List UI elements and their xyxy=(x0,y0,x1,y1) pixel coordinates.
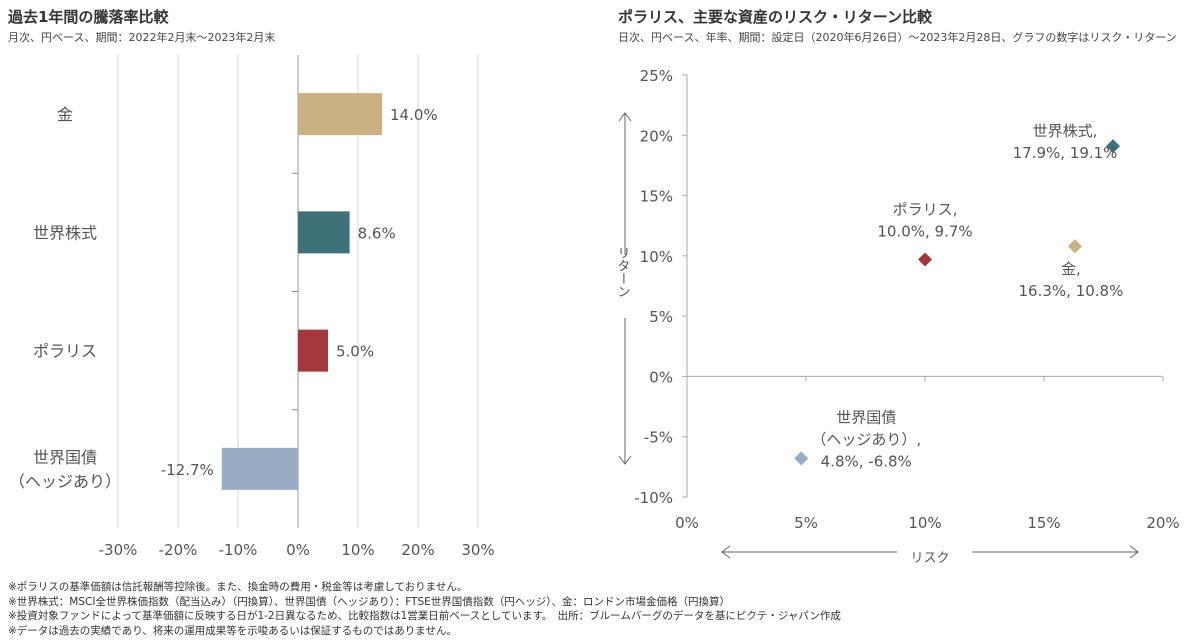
point-label: ポラリス, 10.0%, 9.7% xyxy=(877,200,972,240)
x-tick-label: 10% xyxy=(908,514,941,532)
bar xyxy=(298,211,350,254)
category-label: ポラリス xyxy=(33,342,97,361)
y-tick-label: 20% xyxy=(640,127,673,145)
category-label: 金 xyxy=(57,105,73,124)
footnote: ※ポラリスの基準価額は信託報酬等控除後。また、換金時の費用・税金等は考慮しており… xyxy=(8,581,468,593)
y-tick-label: 15% xyxy=(640,188,673,206)
category-label: 世界国債（ヘッジあり） xyxy=(9,448,121,491)
arrow-right-icon xyxy=(972,545,1139,559)
category-label: 世界株式 xyxy=(33,223,97,242)
point-label: 世界株式, 17.9%, 19.1% xyxy=(1013,122,1118,162)
bar-chart-subtitle: 月次、円ベース、期間：2022年2月末～2023年2月末 xyxy=(8,31,276,44)
bar xyxy=(298,93,382,136)
y-tick-label: -10% xyxy=(634,489,673,507)
y-tick-label: 10% xyxy=(640,248,673,266)
arrow-left-icon xyxy=(721,545,897,559)
bar xyxy=(221,447,298,490)
point-label: 金, 16.3%, 10.8% xyxy=(1019,260,1124,300)
y-tick-label: -5% xyxy=(644,429,673,447)
x-tick-label: 30% xyxy=(461,541,494,559)
data-point-diamond xyxy=(1067,239,1082,254)
arrow-down-icon xyxy=(618,318,632,465)
bar-chart-title: 過去1年間の騰落率比較 xyxy=(8,8,169,26)
data-point-diamond xyxy=(918,252,932,267)
data-label: 14.0% xyxy=(390,106,438,124)
footnote: ※データは過去の実績であり、将来の運用成果等を示唆あるいは保証するものではありま… xyxy=(8,624,457,637)
x-tick-label: 0% xyxy=(675,514,699,532)
y-tick-label: 0% xyxy=(649,368,673,386)
data-point-diamond xyxy=(794,451,809,466)
y-tick-label: 25% xyxy=(640,67,673,85)
data-point-diamond xyxy=(1106,139,1121,154)
footnote: ※投資対象ファンドによって基準価額に反映する日が1-2日異なるため、比較指数は1… xyxy=(8,610,841,622)
x-tick-label: 5% xyxy=(794,514,818,532)
x-tick-label: -20% xyxy=(159,541,198,559)
x-tick-label: 0% xyxy=(286,541,310,559)
x-tick-label: 20% xyxy=(401,541,434,559)
x-tick-label: 15% xyxy=(1027,514,1060,532)
point-label: 世界国債（ヘッジあり）, 4.8%, -6.8% xyxy=(811,408,921,470)
footnotes: ※ポラリスの基準価額は信託報酬等控除後。また、換金時の費用・税金等は考慮しており… xyxy=(8,580,841,638)
y-axis-title: リターン xyxy=(615,246,630,298)
bar xyxy=(298,329,328,372)
charts-canvas: -30% -20% -10% 0% 10% 20% 30%金 14.0%世界株式 8.6%ポラリ… xyxy=(9,55,1180,566)
footnote: ※世界株式：MSCI全世界株価指数（配当込み）（円換算）、世界国債（ヘッジあり）… xyxy=(8,595,731,608)
data-label: 8.6% xyxy=(358,224,396,242)
x-tick-label: 20% xyxy=(1146,514,1179,532)
x-tick-label: -30% xyxy=(99,541,138,559)
scatter-chart-title: ポラリス、主要な資産のリスク・リターン比較 xyxy=(618,8,932,26)
x-tick-label: -10% xyxy=(219,541,258,559)
scatter-chart-subtitle: 日次、円ベース、年率、期間：設定日（2020年6月26日）～2023年2月28日… xyxy=(618,31,1177,44)
y-tick-label: 5% xyxy=(649,308,673,326)
data-label: 5.0% xyxy=(336,343,374,361)
data-label: -12.7% xyxy=(161,461,214,479)
arrow-up-icon xyxy=(618,112,632,255)
x-tick-label: 10% xyxy=(341,541,374,559)
x-axis-title: リスク xyxy=(910,551,949,566)
